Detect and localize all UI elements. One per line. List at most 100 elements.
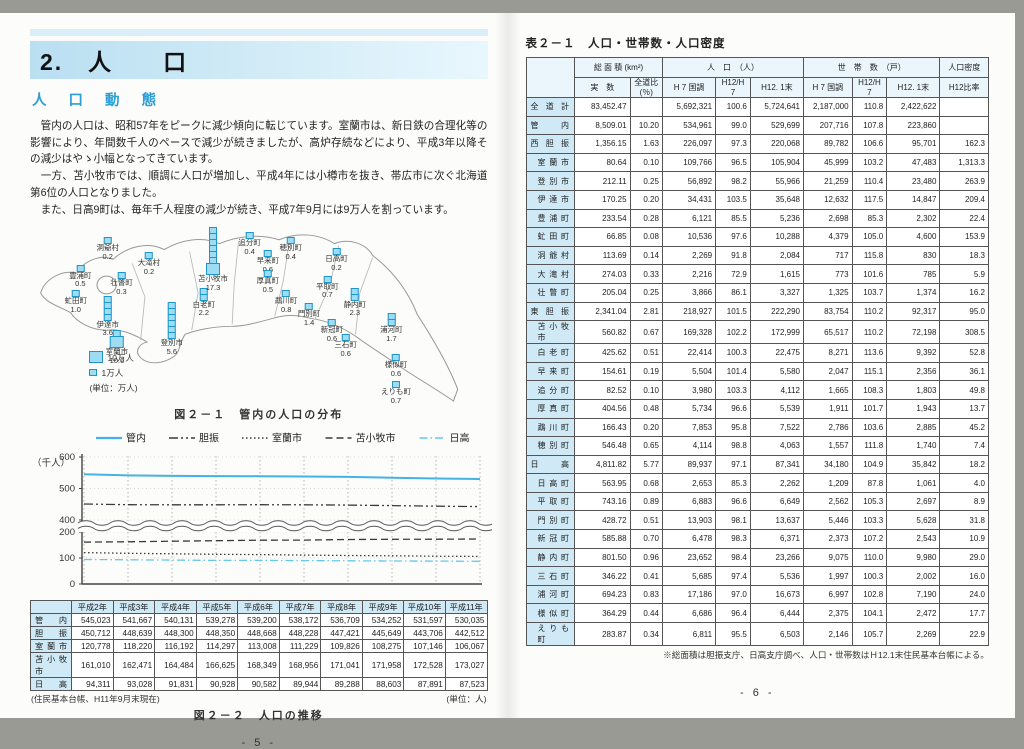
- page-left: 2. 人 口 人 口 動 態 管内の人口は、昭和57年をピークに減少傾向に転じて…: [0, 13, 508, 718]
- table-cell: 773: [804, 265, 853, 284]
- table-cell: 5,685: [662, 567, 715, 586]
- table-cell: 107,146: [404, 640, 446, 653]
- table-cell: 6,686: [662, 604, 715, 623]
- table-cell: 8,271: [804, 344, 853, 363]
- table-cell: 541,667: [113, 614, 155, 627]
- table-cell: 52.8: [940, 344, 989, 363]
- table-cell: 98.3: [716, 530, 751, 549]
- table-cell: 428.72: [575, 511, 631, 530]
- table-cell: 6,371: [750, 530, 803, 549]
- town-population: 0.6: [340, 350, 350, 359]
- table-cell: 540,131: [155, 614, 197, 627]
- legend-label: 1万人: [101, 367, 123, 379]
- row-label: 三石町: [526, 567, 575, 586]
- table-cell: 31.8: [940, 511, 989, 530]
- table-cell: 162,471: [113, 653, 155, 678]
- table-cell: 101.6: [852, 265, 887, 284]
- row-label: 静内町: [526, 548, 575, 567]
- table-cell: 96.6: [716, 399, 751, 418]
- table-cell: 87,341: [750, 455, 803, 474]
- table-cell: 4,811.82: [575, 455, 631, 474]
- row-label: 伊達市: [526, 190, 575, 209]
- table-cell: 103.6: [852, 418, 887, 437]
- table-cell: 45,999: [804, 153, 853, 172]
- row-label: 胆振: [31, 627, 72, 640]
- table-cell: 105.7: [852, 623, 887, 646]
- table-cell: 110.2: [852, 302, 887, 321]
- table-cell: 118,220: [113, 640, 155, 653]
- table-cell: 283.87: [575, 623, 631, 646]
- table-cell: 89,782: [804, 135, 853, 154]
- table-cell: 98.2: [716, 172, 751, 191]
- table-cell: 10,288: [750, 228, 803, 247]
- table-cell: 172,999: [750, 321, 803, 344]
- table-cell: 162.3: [940, 135, 989, 154]
- table-notes: (住民基本台帳、H11年9月末現在) (単位：人): [31, 693, 487, 705]
- row-label: 虻田町: [526, 228, 575, 247]
- table-cell: 233.54: [575, 209, 631, 228]
- table-cell: 23,480: [887, 172, 940, 191]
- table-cell: 447,421: [321, 627, 363, 640]
- table-cell: 448,350: [196, 627, 238, 640]
- table-cell: 172,528: [404, 653, 446, 678]
- sub-header: H12/H 7: [852, 78, 887, 98]
- table-cell: 72,198: [887, 321, 940, 344]
- table-cell: [940, 116, 989, 135]
- table-cell: 97.4: [716, 567, 751, 586]
- table-cell: 96.6: [716, 492, 751, 511]
- table-cell: 87,523: [445, 678, 487, 691]
- page-number-left: - 5 -: [30, 737, 488, 749]
- table-cell: [940, 98, 989, 117]
- table-cell: 3,980: [662, 381, 715, 400]
- table-cell: 161,010: [72, 653, 114, 678]
- table-cell: 8.9: [940, 492, 989, 511]
- table-cell: 1,740: [887, 437, 940, 456]
- town-population: 2.3: [350, 309, 360, 318]
- table-cell: 6,997: [804, 585, 853, 604]
- table-cell: 2,302: [887, 209, 940, 228]
- table-cell: 2,472: [887, 604, 940, 623]
- table-cell: 560.82: [575, 321, 631, 344]
- table-cell: 448,300: [155, 627, 197, 640]
- table-cell: 91,831: [155, 678, 197, 691]
- table-cell: 2,047: [804, 362, 853, 381]
- row-label: 門別町: [526, 511, 575, 530]
- paragraph: 一方、苫小牧市では、順調に人口が増加し、平成4年には小樽市を抜き、帯広市に次ぐ北…: [30, 168, 488, 201]
- table-cell: 90,582: [238, 678, 280, 691]
- table-cell: 5,580: [750, 362, 803, 381]
- table-cell: 94,311: [72, 678, 114, 691]
- table-cell: 0.10: [630, 153, 662, 172]
- table-cell: 530,035: [445, 614, 487, 627]
- sub-header: 実 数: [575, 78, 631, 98]
- table-cell: 113.6: [852, 344, 887, 363]
- table-cell: 717: [804, 246, 853, 265]
- svg-text:400: 400: [59, 515, 75, 526]
- table-cell: 55,966: [750, 172, 803, 191]
- chapter-title-band: 2. 人 口: [30, 41, 488, 79]
- table-cell: 173,027: [445, 653, 487, 678]
- group-header: 人 口 （人）: [662, 58, 803, 78]
- table-cell: 171,958: [362, 653, 404, 678]
- table-cell: 2,786: [804, 418, 853, 437]
- table-cell: 0.20: [630, 418, 662, 437]
- table-cell: 16,673: [750, 585, 803, 604]
- series-苫小牧市: [84, 539, 480, 542]
- table-cell: 21,259: [804, 172, 853, 191]
- table-cell: 1,803: [887, 381, 940, 400]
- table-cell: 108.3: [852, 381, 887, 400]
- table-cell: 12,632: [804, 190, 853, 209]
- table-cell: 274.03: [575, 265, 631, 284]
- table-cell: 45.2: [940, 418, 989, 437]
- table-cell: 448,668: [238, 627, 280, 640]
- table-cell: 209.4: [940, 190, 989, 209]
- town-population: 0.4: [244, 248, 254, 257]
